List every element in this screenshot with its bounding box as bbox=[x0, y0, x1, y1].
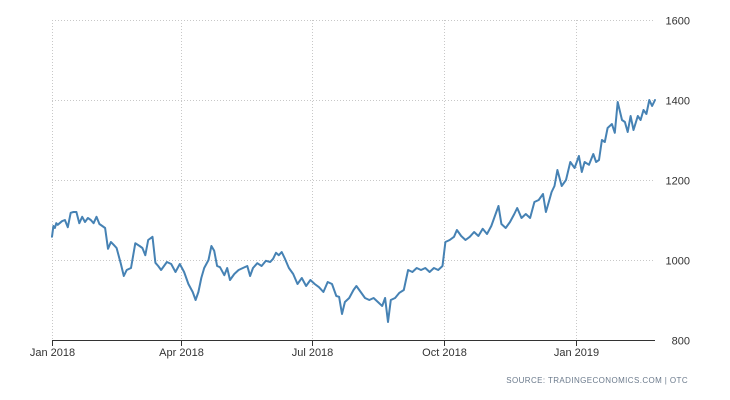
series-line bbox=[51, 99, 656, 323]
x-tick-label: Jan 2019 bbox=[554, 347, 599, 359]
source-attribution: SOURCE: TRADINGECONOMICS.COM | OTC bbox=[506, 376, 688, 385]
x-axis bbox=[52, 340, 655, 346]
y-tick-label: 1400 bbox=[666, 96, 690, 108]
x-tick-label: Apr 2018 bbox=[159, 347, 204, 359]
y-tick-label: 800 bbox=[672, 336, 690, 348]
x-tick-label: Jul 2018 bbox=[292, 347, 334, 359]
x-tick-label: Jan 2018 bbox=[30, 347, 75, 359]
y-tick-label: 1600 bbox=[666, 16, 690, 28]
x-tick-label: Oct 2018 bbox=[422, 347, 467, 359]
gridlines bbox=[52, 20, 655, 340]
y-tick-label: 1200 bbox=[666, 176, 690, 188]
series-layer bbox=[51, 99, 656, 323]
y-tick-label: 1000 bbox=[666, 256, 690, 268]
tick-labels: 800 1000 1200 1400 1600 Jan 2018 Apr 2018 Jul 2… bbox=[30, 16, 690, 360]
